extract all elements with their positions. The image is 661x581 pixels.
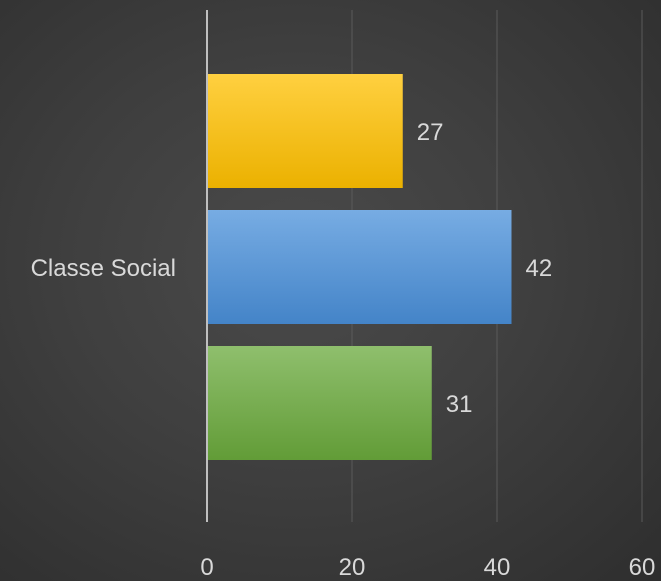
data-label-1: 27 [417, 119, 444, 146]
data-label-2: 42 [526, 255, 553, 282]
bar-2 [207, 210, 512, 324]
data-labels: 27 42 31 [417, 119, 552, 418]
x-tick-label-60: 60 [629, 554, 656, 581]
x-tick-label-0: 0 [200, 554, 213, 581]
category-label: Classe Social [31, 255, 176, 282]
data-label-3: 31 [446, 391, 473, 418]
x-tick-label-40: 40 [484, 554, 511, 581]
bar-1 [207, 74, 403, 188]
x-tick-label-20: 20 [339, 554, 366, 581]
x-axis-ticks: 0 20 40 60 [200, 554, 655, 581]
bars [207, 74, 512, 460]
bar-3 [207, 346, 432, 460]
